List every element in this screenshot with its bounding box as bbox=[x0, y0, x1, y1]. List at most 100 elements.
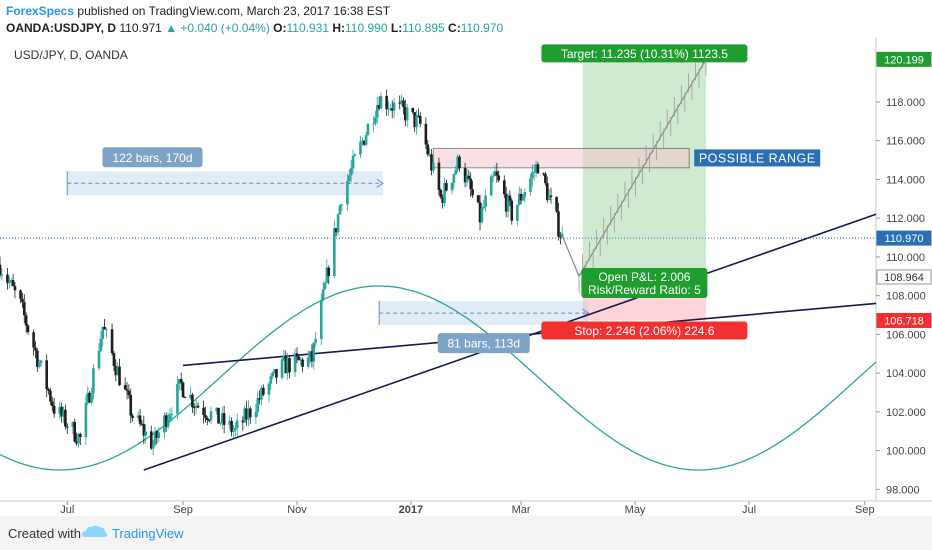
candle-body bbox=[248, 408, 252, 418]
target-label: Target: 11.235 (10.31%) 1123.5 bbox=[541, 44, 748, 63]
candle-body bbox=[338, 205, 342, 215]
candle-body bbox=[149, 431, 153, 449]
bars-pattern-1-arrow bbox=[376, 178, 384, 188]
candle-body bbox=[379, 96, 383, 109]
candle-body bbox=[456, 156, 459, 170]
candle-body bbox=[334, 228, 338, 233]
candle-body bbox=[469, 178, 472, 190]
candle-body bbox=[306, 357, 310, 367]
y-tick-label: 118.000 bbox=[886, 97, 925, 109]
candle-body bbox=[549, 195, 553, 197]
published-text: published on TradingView.com, March 23, … bbox=[77, 4, 391, 18]
author-link[interactable]: ForexSpecs bbox=[6, 4, 75, 18]
candle-body bbox=[284, 355, 288, 374]
candle-body bbox=[417, 115, 420, 117]
candle-body bbox=[375, 104, 379, 118]
candle-body bbox=[557, 211, 560, 237]
price-axis-label-text: 110.970 bbox=[885, 233, 924, 245]
candle-body bbox=[495, 171, 499, 176]
candle-body bbox=[361, 140, 364, 142]
possible-range-label: POSSIBLE RANGE bbox=[694, 149, 821, 167]
candle-body bbox=[155, 431, 159, 438]
candle-body bbox=[400, 100, 403, 103]
candle-body bbox=[531, 172, 534, 179]
chart-header: ForexSpecs published on TradingView.com,… bbox=[0, 0, 932, 40]
candle-body bbox=[282, 355, 286, 360]
candle-body bbox=[110, 329, 114, 354]
low-value: 110.895 bbox=[402, 21, 445, 35]
candle-body bbox=[372, 123, 375, 125]
candle-body bbox=[542, 173, 545, 175]
candle-body bbox=[454, 169, 458, 175]
candle-body bbox=[321, 289, 325, 301]
candle-body bbox=[458, 156, 461, 169]
candle-body bbox=[532, 171, 536, 173]
candle-body bbox=[353, 154, 357, 157]
possible-range-box bbox=[432, 147, 690, 169]
candle-body bbox=[349, 168, 353, 176]
candle-body bbox=[140, 423, 144, 425]
trendline-2 bbox=[182, 302, 877, 367]
candle-body bbox=[517, 193, 521, 205]
tradingview-cloud-icon bbox=[82, 525, 108, 537]
candle-body bbox=[497, 175, 501, 181]
candle-body bbox=[123, 385, 127, 390]
candle-body bbox=[445, 183, 448, 191]
candle-body bbox=[144, 431, 147, 436]
candle-body bbox=[443, 183, 446, 204]
candle-body bbox=[215, 407, 218, 412]
candle-body bbox=[71, 422, 75, 428]
candle-body bbox=[112, 353, 116, 366]
candle-body bbox=[450, 182, 454, 191]
tradingview-link[interactable]: TradingView bbox=[112, 526, 184, 541]
candle-body bbox=[347, 175, 351, 182]
price-chart[interactable]: USD/JPY, D, OANDA 98.000 100.000 102.000 104… bbox=[0, 38, 932, 516]
candle-body bbox=[22, 302, 26, 316]
candle-body bbox=[97, 350, 101, 369]
candle-body bbox=[362, 140, 366, 145]
candle-body bbox=[273, 369, 276, 373]
candle-body bbox=[49, 390, 52, 402]
candle-body bbox=[202, 407, 205, 416]
candle-body bbox=[293, 353, 297, 373]
candle-body bbox=[176, 383, 179, 414]
close-value: 110.970 bbox=[460, 21, 504, 35]
candle-body bbox=[34, 347, 37, 351]
y-tick-label: 108.000 bbox=[886, 291, 926, 303]
y-tick-label: 104.000 bbox=[886, 368, 926, 380]
x-tick-label: Nov bbox=[287, 504, 307, 516]
candle-body bbox=[467, 175, 471, 179]
bars-label-2-bg bbox=[437, 333, 530, 354]
open-pl-label-bg bbox=[581, 267, 708, 298]
candle-body bbox=[299, 359, 303, 361]
candle-body bbox=[125, 389, 129, 391]
x-tick-label: 2017 bbox=[399, 504, 423, 516]
candle-body bbox=[39, 360, 43, 364]
candle-body bbox=[163, 415, 166, 433]
candle-body bbox=[241, 420, 245, 423]
candle-body bbox=[90, 393, 93, 403]
candle-body bbox=[204, 415, 207, 419]
candle-body bbox=[547, 195, 551, 201]
candle-body bbox=[555, 196, 558, 212]
candle-body bbox=[402, 100, 405, 108]
candle-body bbox=[510, 200, 514, 221]
y-tick-label: 106.000 bbox=[886, 329, 926, 341]
candle-body bbox=[206, 418, 209, 420]
candle-body bbox=[166, 419, 170, 427]
candle-body bbox=[452, 174, 456, 183]
candle-body bbox=[256, 397, 260, 412]
candle-body bbox=[480, 208, 484, 223]
candle-body bbox=[178, 378, 181, 384]
candle-body bbox=[209, 411, 213, 421]
candle-body bbox=[136, 415, 140, 418]
candle-body bbox=[560, 233, 564, 238]
candle-body bbox=[476, 195, 480, 203]
y-tick-label: 116.000 bbox=[886, 136, 925, 148]
stop-label-bg bbox=[541, 321, 748, 340]
candle-body bbox=[413, 112, 416, 128]
candle-body bbox=[26, 325, 30, 333]
candle-body bbox=[196, 405, 200, 408]
candle-body bbox=[387, 108, 390, 110]
candle-body bbox=[142, 424, 146, 436]
